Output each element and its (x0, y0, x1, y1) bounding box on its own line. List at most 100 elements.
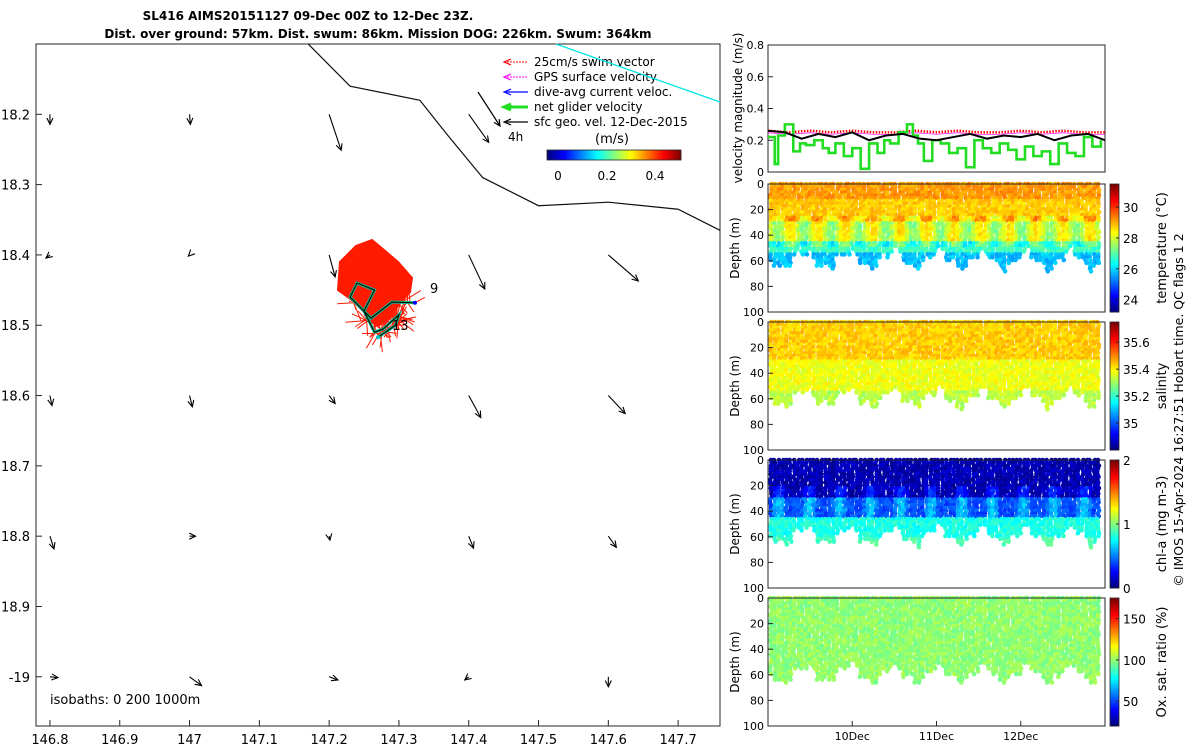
section-point (1064, 387, 1069, 392)
colorbar-cell (671, 150, 674, 160)
section-y-tick-label: 80 (750, 280, 764, 293)
colorbar-cell (663, 150, 666, 160)
colorbar-cell (549, 150, 552, 160)
track-label-start: 9 (430, 282, 438, 297)
velocity-panel: 00.20.40.60.8 velocity magnitude (m/s) (731, 33, 1106, 183)
figure-title-line1: SL416 AIMS20151127 09-Dec 00Z to 12-Dec … (143, 9, 474, 23)
section-point (795, 246, 800, 252)
swim-vector (406, 302, 415, 313)
section-point (814, 263, 820, 268)
geo-velocity-arrow (44, 251, 53, 259)
colorbar-cell (603, 150, 606, 160)
colorbar-cell (553, 150, 556, 160)
colorbar-cell (639, 150, 642, 160)
arrow-shaft (49, 536, 55, 550)
colorbar-cell (607, 150, 610, 160)
colorbar-cell (665, 150, 668, 160)
geo-velocity-arrow (325, 533, 333, 542)
map-x-tick-label: 147.2 (311, 733, 348, 748)
section-point (877, 254, 882, 260)
colorbar-cell (623, 150, 626, 160)
section-point (917, 404, 922, 409)
map-x-tick-label: 147.5 (520, 733, 557, 748)
arrow-head (631, 274, 640, 282)
arrow-head (194, 679, 203, 687)
map-x-tick-label: 147.6 (590, 733, 627, 748)
geo-velocity-arrow (328, 254, 337, 279)
arrow-shaft (468, 535, 475, 549)
map-x-tick-label: 147 (177, 733, 202, 748)
section-point (819, 398, 824, 404)
arrow-head (609, 540, 618, 549)
section-point (978, 246, 983, 252)
arrow-head (604, 680, 612, 689)
legend-label: net glider velocity (534, 100, 642, 114)
colorbar-cell (571, 150, 574, 160)
geo-velocity-arrow (187, 395, 195, 408)
arrow-shaft (468, 113, 490, 143)
section-y-tick-label: 40 (750, 229, 764, 242)
swim-vector (401, 290, 421, 303)
track-end-marker (376, 335, 380, 340)
geo-velocity-arrow (607, 395, 626, 415)
colorbar-cell (567, 150, 570, 160)
colorbar-cell (641, 150, 644, 160)
arrow-head (330, 674, 340, 682)
colorbar-cell (597, 150, 600, 160)
section-point (1028, 254, 1034, 260)
colorbar-cell (613, 150, 616, 160)
section-point (915, 266, 921, 271)
colorbar-cell (583, 150, 586, 160)
section-point (940, 384, 946, 390)
section-point (1068, 381, 1073, 387)
legend-label: 25cm/s swim vector (534, 55, 655, 69)
colorbar-cell (633, 150, 636, 160)
section-y-tick-label: 60 (750, 255, 764, 268)
section-point (831, 401, 836, 406)
map-x-axis: 146.8 146.9 147 147.1 147.2 147.3 147.4 147.5 14… (31, 720, 697, 748)
section-point (783, 263, 788, 268)
colorbar-cell (591, 150, 594, 160)
section-point (878, 395, 883, 401)
section-colorbar-tick-label: 30 (1123, 201, 1138, 215)
legend-arrowhead (502, 58, 512, 66)
section-point (1088, 268, 1094, 274)
section-colorbar-tick-label: 24 (1123, 294, 1138, 308)
section-point (777, 263, 783, 268)
colorbar-cell (673, 150, 676, 160)
map-y-tick-label: 18.3 (1, 179, 30, 194)
section-point (873, 404, 879, 409)
colorbar-cell (621, 150, 624, 160)
section-point (791, 252, 797, 257)
section-colorbar-tick-label: 28 (1123, 232, 1138, 246)
section-point (893, 243, 898, 249)
section-point (1025, 384, 1030, 390)
arrow-head (482, 135, 490, 144)
arrow-shaft (328, 254, 336, 278)
section-point (1017, 254, 1022, 260)
section-point (1045, 268, 1051, 274)
colorbar-cell (675, 150, 678, 160)
section-point (1032, 392, 1038, 398)
section-point (963, 263, 969, 268)
section-point (1063, 249, 1069, 254)
section-point (771, 263, 777, 268)
velocity-y-tick-label: 0.6 (747, 71, 765, 84)
arrow-shaft (607, 395, 626, 414)
legend-arrowhead (502, 118, 512, 126)
section-point (1013, 395, 1019, 401)
arrow-head (51, 673, 60, 681)
colorbar-cell (629, 150, 632, 160)
section-point (823, 260, 828, 266)
arrow-head (335, 143, 343, 152)
legend-background (496, 52, 718, 136)
geo-velocity-arrow (468, 395, 482, 419)
velocity-series-diveavg (767, 129, 1106, 142)
map-y-tick-label: 18.5 (1, 319, 30, 334)
velocity-series-gps (767, 132, 1105, 135)
colorbar-cell (615, 150, 618, 160)
section-point (1021, 384, 1026, 390)
geo-velocity-arrow (189, 676, 203, 687)
geo-velocity-arrow (328, 395, 336, 405)
colorbar-cell (579, 150, 582, 160)
